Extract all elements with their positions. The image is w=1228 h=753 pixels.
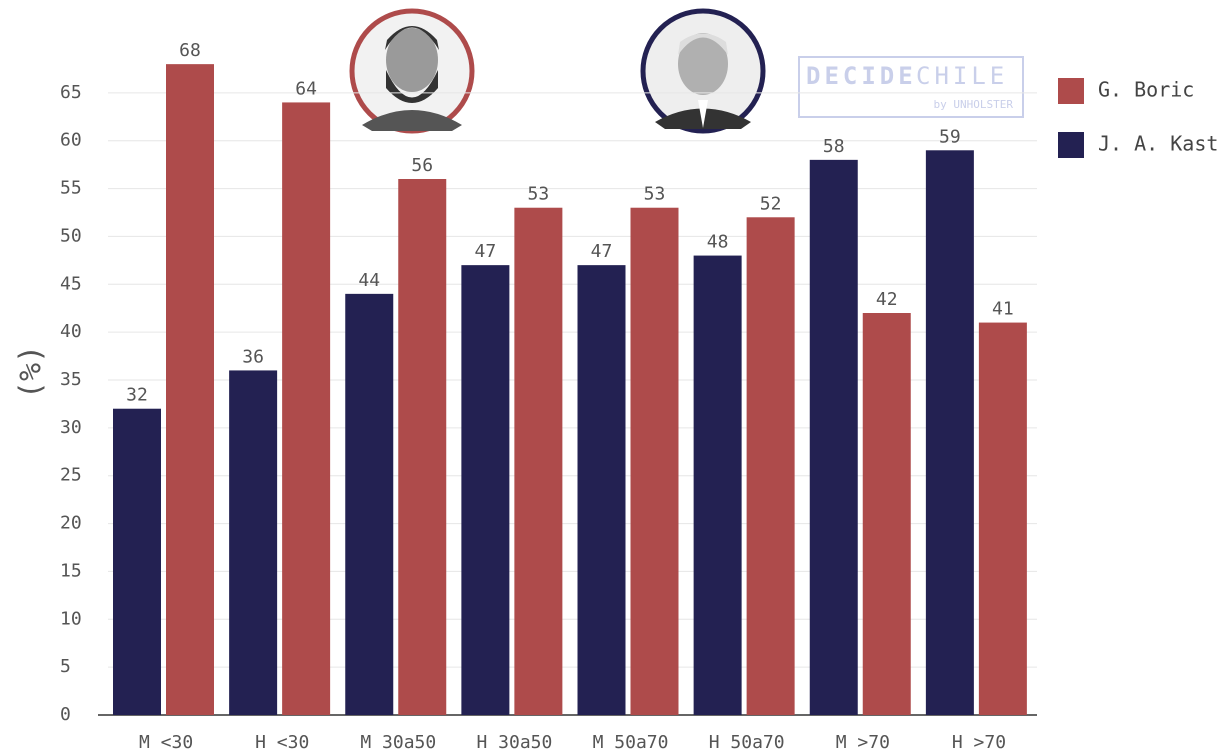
y-tick-label: 45 bbox=[60, 273, 82, 294]
y-tick-label: 20 bbox=[60, 513, 82, 534]
y-tick-label: 30 bbox=[60, 417, 82, 438]
data-label: 53 bbox=[528, 184, 550, 205]
y-tick-label: 15 bbox=[60, 560, 82, 581]
bar bbox=[398, 179, 446, 715]
bar bbox=[810, 160, 858, 715]
y-tick-label: 10 bbox=[60, 608, 82, 629]
bar bbox=[461, 265, 509, 715]
x-tick-label: H <30 bbox=[255, 732, 309, 753]
bar bbox=[694, 256, 742, 715]
data-label: 68 bbox=[179, 40, 201, 61]
x-tick-label: M <30 bbox=[139, 732, 193, 753]
data-label: 41 bbox=[992, 299, 1014, 320]
data-label: 64 bbox=[295, 78, 317, 99]
portrait-kast bbox=[643, 11, 763, 131]
data-label: 42 bbox=[876, 289, 898, 310]
y-tick-label: 60 bbox=[60, 130, 82, 151]
data-label: 59 bbox=[939, 126, 961, 147]
bar bbox=[514, 208, 562, 715]
bar bbox=[345, 294, 393, 715]
data-label: 58 bbox=[823, 136, 845, 157]
data-label: 53 bbox=[644, 184, 666, 205]
watermark-byline: by UNHOLSTER bbox=[934, 98, 1014, 111]
legend-swatch bbox=[1058, 78, 1084, 104]
data-label: 47 bbox=[475, 241, 497, 262]
bar bbox=[926, 150, 974, 715]
data-label: 52 bbox=[760, 193, 782, 214]
y-axis-label: (%) bbox=[14, 345, 49, 399]
x-tick-label: H 50a70 bbox=[709, 732, 785, 753]
bar bbox=[578, 265, 626, 715]
legend-swatch bbox=[1058, 132, 1084, 158]
bar bbox=[113, 409, 161, 715]
bar bbox=[747, 217, 795, 715]
legend-label: J. A. Kast bbox=[1098, 132, 1218, 156]
data-label: 47 bbox=[591, 241, 613, 262]
data-label: 48 bbox=[707, 232, 729, 253]
chart: (%) DECIDE CHILE by UNHOLSTER 0 5 10 15 20 25… bbox=[0, 0, 1228, 753]
data-label: 44 bbox=[358, 270, 380, 291]
watermark-brand: CHILE bbox=[916, 62, 1008, 90]
legend-label: G. Boric bbox=[1098, 78, 1194, 102]
bar bbox=[166, 64, 214, 715]
y-tick-label: 50 bbox=[60, 225, 82, 246]
x-tick-label: M 30a50 bbox=[360, 732, 436, 753]
y-tick-label: 25 bbox=[60, 465, 82, 486]
data-label: 32 bbox=[126, 385, 148, 406]
y-tick-label: 40 bbox=[60, 321, 82, 342]
watermark-brand: DECIDE bbox=[806, 62, 917, 90]
page: (%) DECIDE CHILE by UNHOLSTER 0 5 10 15 20 25… bbox=[0, 0, 1228, 753]
x-tick-label: M >70 bbox=[836, 732, 890, 753]
y-tick-label: 65 bbox=[60, 82, 82, 103]
x-tick-label: M 50a70 bbox=[593, 732, 669, 753]
bar bbox=[979, 323, 1027, 715]
y-tick-label: 55 bbox=[60, 178, 82, 199]
bar bbox=[631, 208, 679, 715]
y-tick-label: 0 bbox=[60, 704, 71, 725]
y-tick-label: 35 bbox=[60, 369, 82, 390]
x-tick-label: H 30a50 bbox=[477, 732, 553, 753]
data-label: 36 bbox=[242, 346, 264, 367]
bar bbox=[282, 102, 330, 715]
y-tick-label: 5 bbox=[60, 656, 71, 677]
bar bbox=[863, 313, 911, 715]
data-label: 56 bbox=[411, 155, 433, 176]
x-tick-label: H >70 bbox=[952, 732, 1006, 753]
bar bbox=[229, 370, 277, 715]
portrait-boric bbox=[352, 11, 472, 131]
